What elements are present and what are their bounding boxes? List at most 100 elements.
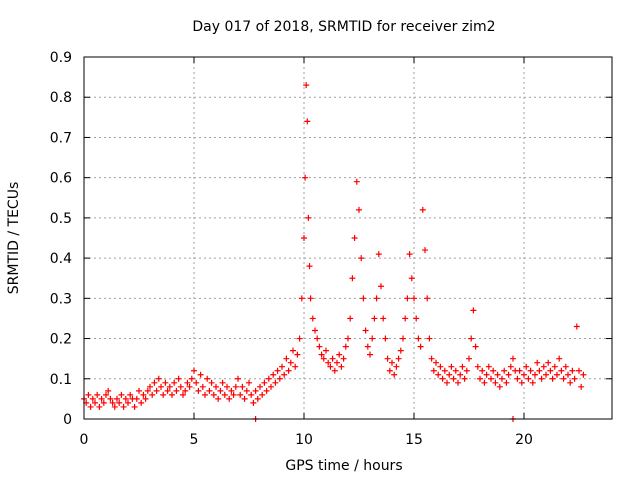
data-point <box>188 375 195 382</box>
data-point <box>417 343 424 350</box>
data-point <box>202 391 208 398</box>
data-point <box>336 351 343 358</box>
data-point <box>158 383 164 390</box>
data-point <box>375 251 382 258</box>
data-point <box>303 82 310 89</box>
data-point <box>257 383 263 390</box>
data-point <box>301 235 307 241</box>
data-point <box>177 383 184 390</box>
chart-title: Day 017 of 2018, SRMTID for receiver zim… <box>192 19 495 35</box>
data-point <box>435 371 442 378</box>
data-point <box>149 391 156 398</box>
data-point <box>404 295 411 302</box>
data-point <box>290 347 296 354</box>
data-point <box>298 295 305 302</box>
data-point <box>483 371 490 378</box>
data-point <box>426 335 433 342</box>
y-tick-label: 0.9 <box>50 50 72 66</box>
data-point <box>193 379 200 386</box>
data-point <box>534 359 541 366</box>
data-point <box>492 379 499 386</box>
data-point <box>184 379 191 386</box>
y-tick-label: 0.8 <box>50 90 72 106</box>
data-point <box>182 387 189 394</box>
data-point <box>125 399 131 406</box>
data-point <box>107 395 114 402</box>
data-point <box>252 387 259 394</box>
data-point <box>547 367 554 374</box>
data-point <box>411 295 417 302</box>
tick-layer <box>83 56 612 420</box>
data-point <box>351 235 358 241</box>
data-point <box>389 359 395 366</box>
data-point <box>228 387 235 394</box>
data-point <box>243 387 250 394</box>
data-point <box>114 395 120 402</box>
x-tick-label: 0 <box>80 432 89 448</box>
data-point <box>316 343 323 350</box>
data-point <box>463 367 470 374</box>
data-point <box>254 395 261 402</box>
data-point <box>567 379 574 386</box>
data-point <box>369 335 376 342</box>
data-point <box>87 403 94 410</box>
data-point <box>349 275 356 282</box>
data-point <box>554 371 560 378</box>
y-tick-label: 0.4 <box>50 251 72 267</box>
data-point <box>100 399 107 406</box>
data-point <box>499 375 505 382</box>
data-point <box>441 367 448 374</box>
data-point <box>294 351 301 358</box>
data-point <box>496 383 503 390</box>
x-axis-label: GPS time / hours <box>285 458 402 474</box>
data-point <box>283 355 290 362</box>
data-point <box>208 379 215 386</box>
data-point <box>206 387 213 394</box>
x-tick-label: 15 <box>405 432 423 448</box>
data-point <box>204 375 211 382</box>
data-point <box>373 295 380 302</box>
data-point <box>239 383 246 390</box>
y-tick-label: 0.6 <box>50 171 72 187</box>
data-point <box>380 315 387 322</box>
data-point <box>384 355 391 362</box>
data-point <box>169 391 175 398</box>
data-point <box>488 375 494 382</box>
y-tick-label: 0.7 <box>50 130 72 146</box>
data-point <box>578 383 585 390</box>
data-point <box>521 371 527 378</box>
data-point <box>285 367 292 374</box>
data-point <box>419 206 426 213</box>
data-point <box>479 367 486 374</box>
data-point <box>386 367 393 374</box>
data-point <box>424 295 431 302</box>
data-point <box>268 383 274 390</box>
data-point <box>356 206 362 213</box>
data-point <box>309 315 316 322</box>
data-point <box>153 387 160 394</box>
data-point <box>270 371 277 378</box>
data-point <box>116 399 123 406</box>
data-point <box>164 387 171 394</box>
data-point <box>400 335 406 342</box>
data-point <box>444 379 450 386</box>
data-point <box>466 355 472 362</box>
data-point <box>494 371 501 378</box>
data-point <box>573 323 580 330</box>
data-point <box>305 214 312 221</box>
data-point <box>406 251 413 258</box>
data-point <box>94 391 101 398</box>
data-point <box>96 403 103 410</box>
data-point <box>549 375 556 382</box>
data-point <box>514 375 521 382</box>
data-point <box>525 375 532 382</box>
data-point <box>413 315 420 322</box>
data-point <box>470 307 477 314</box>
data-point <box>263 387 270 394</box>
data-point <box>292 363 299 370</box>
data-point <box>147 383 153 390</box>
x-tick-label: 5 <box>190 432 199 448</box>
data-point <box>98 395 105 402</box>
data-point <box>199 383 206 390</box>
